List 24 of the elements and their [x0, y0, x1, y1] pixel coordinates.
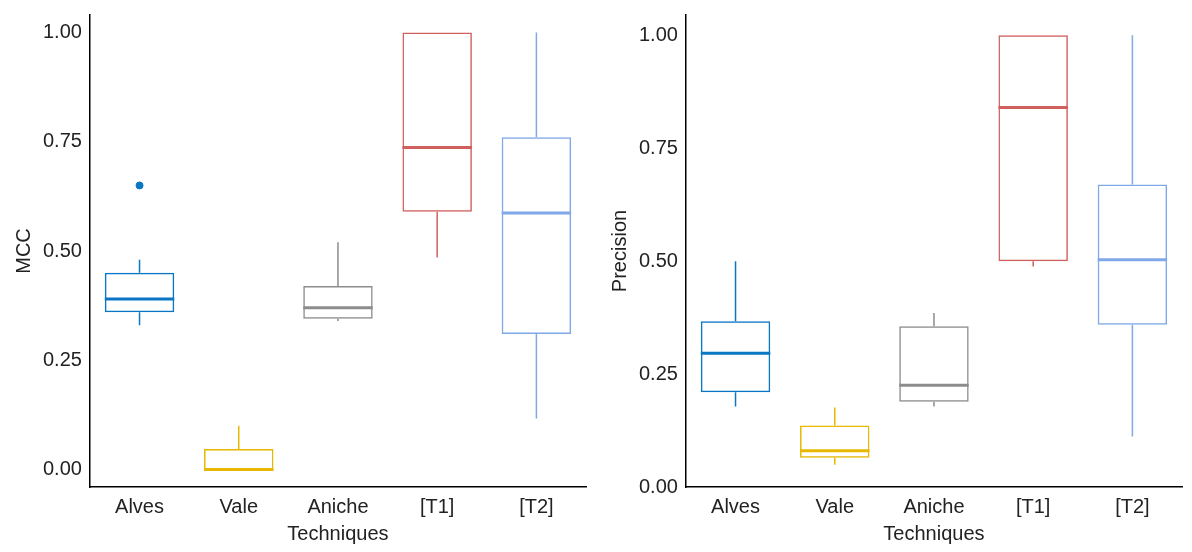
x-tick-label: [T2] [519, 494, 554, 517]
y-tick-label: 0.50 [638, 248, 678, 271]
x-tick-label: [T1] [419, 494, 455, 517]
y-tick-label: 0.25 [42, 347, 82, 370]
y-tick-label: 0.00 [42, 457, 82, 480]
y-tick-label: 1.00 [42, 20, 82, 42]
y-tick-label: 0.00 [638, 474, 678, 497]
y-tick-label: 0.75 [42, 129, 82, 152]
x-tick-label: Aniche [307, 494, 369, 517]
x-axis-title: Techniques [287, 521, 389, 544]
y-axis-title: MCC [11, 228, 34, 274]
x-tick-label: Aniche [903, 494, 965, 517]
x-tick-label: Vale [219, 494, 259, 517]
x-axis-title: Techniques [883, 521, 985, 544]
y-tick-label: 0.75 [638, 135, 678, 158]
x-tick-label: Alves [115, 494, 164, 517]
x-tick-label: Vale [815, 494, 855, 517]
x-tick-label: [T2] [1115, 494, 1150, 517]
y-axis-title: Precision [607, 209, 630, 293]
y-tick-label: 1.00 [638, 22, 678, 45]
y-tick-label: 0.25 [638, 361, 678, 384]
x-tick-label: [T1] [1015, 494, 1051, 517]
y-tick-label: 0.50 [42, 238, 82, 261]
x-tick-label: Alves [711, 494, 760, 517]
